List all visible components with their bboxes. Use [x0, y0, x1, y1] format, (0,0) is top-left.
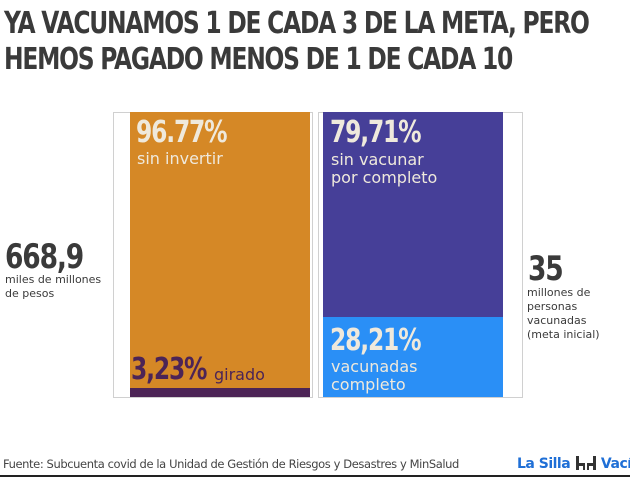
bar-label-vacunadas-pct: 28,21%	[330, 323, 422, 358]
label-line: completo	[331, 375, 406, 394]
vaccine-unit-line: personas	[527, 300, 578, 313]
bar-label-vacunadas: vacunadas completo	[331, 358, 417, 394]
bar-segment-vacunadas	[323, 317, 503, 397]
money-total-value: 668,9	[5, 237, 84, 277]
bar-label-sin-invertir-pct: 96.77%	[136, 115, 228, 150]
logo-text-2: Vacía.	[600, 456, 630, 472]
bar-segment-sin-vacunar	[323, 112, 503, 317]
label-line: sin vacunar	[331, 150, 424, 169]
bar-segment-girado	[130, 388, 310, 397]
bar-segment-sin-invertir	[130, 112, 310, 388]
chart-title: YA VACUNAMOS 1 DE CADA 3 DE LA META, PER…	[4, 6, 590, 78]
source-note: Fuente: Subcuenta covid de la Unidad de …	[3, 457, 459, 471]
bottom-rule	[0, 475, 630, 477]
logo-text-1: La Silla	[517, 456, 571, 472]
money-total-unit: miles de millones de pesos	[5, 273, 101, 301]
bar-label-girado-pct: 3,23%	[131, 352, 207, 387]
vaccine-unit-line: millones de	[527, 286, 591, 299]
money-unit-line: de pesos	[5, 287, 55, 300]
money-unit-line: miles de millones	[5, 273, 102, 286]
chairs-icon	[575, 456, 596, 470]
vaccine-unit-line: vacunadas	[527, 314, 587, 327]
la-silla-vacia-logo[interactable]: La Silla Vacía.	[517, 455, 630, 472]
bar-label-girado: girado	[214, 365, 265, 384]
label-line: por completo	[331, 168, 438, 187]
title-line-1: YA VACUNAMOS 1 DE CADA 3 DE LA META, PER…	[4, 6, 590, 41]
vaccine-total-value: 35	[528, 249, 564, 289]
label-line: vacunadas	[331, 357, 418, 376]
bar-label-sin-vacunar: sin vacunar por completo	[331, 151, 437, 187]
vaccine-total-unit: millones de personas vacunadas (meta ini…	[527, 286, 600, 342]
vaccine-unit-line: (meta inicial)	[527, 328, 600, 341]
title-line-2: HEMOS PAGADO MENOS DE 1 DE CADA 10	[4, 42, 513, 77]
bar-label-sin-vacunar-pct: 79,71%	[330, 115, 422, 150]
bar-label-sin-invertir: sin invertir	[137, 149, 223, 168]
